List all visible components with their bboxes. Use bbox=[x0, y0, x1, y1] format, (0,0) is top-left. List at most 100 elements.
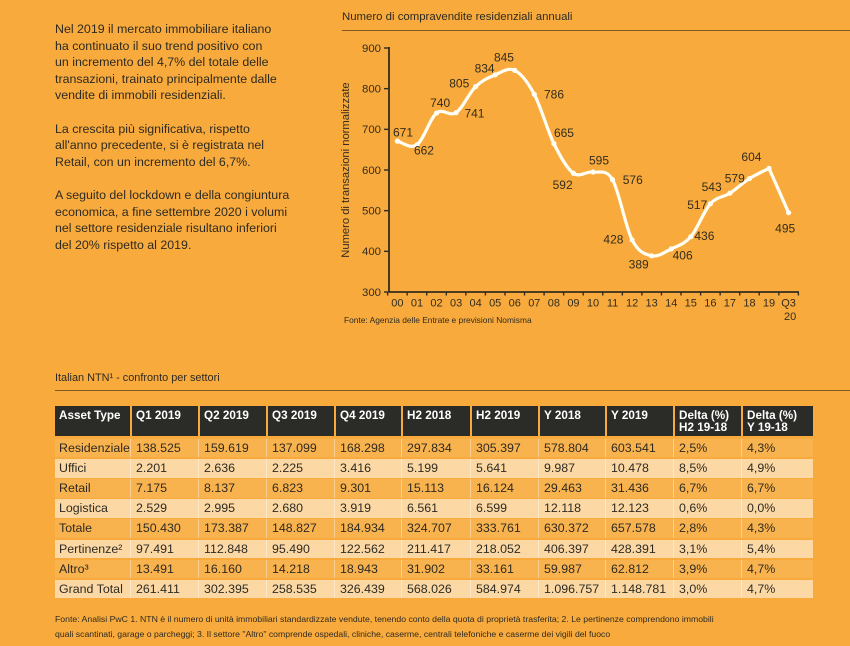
table-cell: 173.387 bbox=[198, 519, 266, 539]
table-cell: 0,6% bbox=[673, 499, 741, 518]
table-cell: 6.823 bbox=[266, 479, 334, 498]
y-tick-label: 300 bbox=[362, 287, 381, 299]
intro-paragraph-1: Nel 2019 il mercato immobiliare italiano… bbox=[55, 22, 277, 102]
x-tick-label: Q3 20 bbox=[781, 298, 796, 324]
data-point bbox=[394, 138, 400, 144]
data-label: 595 bbox=[589, 154, 609, 168]
table-cell: 3,9% bbox=[673, 559, 741, 579]
table-header-cell: Q2 2019 bbox=[198, 406, 266, 436]
table-cell: 137.099 bbox=[266, 438, 334, 458]
data-point bbox=[609, 177, 616, 183]
x-tick-label: 02 bbox=[430, 298, 442, 310]
table-cell: 6.599 bbox=[470, 499, 538, 518]
table-cell: 4,7% bbox=[741, 559, 813, 579]
table-cell: 184.934 bbox=[334, 519, 401, 539]
chart-title-rule bbox=[342, 30, 850, 31]
data-label: 786 bbox=[544, 88, 564, 102]
table-cell: 97.491 bbox=[130, 539, 198, 559]
table-cell: 2.680 bbox=[266, 499, 334, 518]
data-point bbox=[727, 190, 733, 196]
data-point bbox=[707, 201, 713, 207]
chart-title: Numero di compravendite residenziali ann… bbox=[342, 11, 573, 23]
table-row-label: Grand Total bbox=[59, 581, 123, 596]
table-cell: 148.827 bbox=[266, 519, 334, 539]
table-cell: 1.096.757 bbox=[538, 579, 605, 599]
intro-text: Nel 2019 il mercato immobiliare italiano… bbox=[55, 21, 315, 270]
x-tick-label: 10 bbox=[587, 298, 599, 310]
table-cell: 16.160 bbox=[198, 559, 266, 579]
table-cell: 657.578 bbox=[605, 519, 673, 539]
table-cell: 3.416 bbox=[334, 459, 401, 478]
data-label: 579 bbox=[725, 171, 745, 185]
data-label: 592 bbox=[553, 178, 573, 192]
table-cell: 9.987 bbox=[538, 459, 605, 478]
data-point bbox=[433, 110, 440, 116]
table-cell: 261.411 bbox=[130, 579, 198, 599]
table-header-cell: Q1 2019 bbox=[130, 406, 198, 436]
table-cell: 2,8% bbox=[673, 519, 741, 539]
table-row-label: Retail bbox=[59, 481, 91, 496]
table-cell: 4,3% bbox=[741, 438, 813, 458]
table-cell: 15.113 bbox=[401, 479, 470, 498]
x-tick-label: 18 bbox=[743, 298, 755, 310]
table-cell: 2.201 bbox=[130, 459, 198, 478]
table-cell: 258.535 bbox=[266, 579, 334, 599]
data-label: 406 bbox=[673, 248, 693, 262]
data-label: 436 bbox=[694, 229, 714, 243]
data-label: 671 bbox=[393, 126, 413, 140]
table-row-label: Logistica bbox=[59, 501, 108, 516]
intro-paragraph-3: A seguito del lockdown e della congiuntu… bbox=[55, 188, 290, 252]
table-cell: 2.995 bbox=[198, 499, 266, 518]
x-tick-label: 09 bbox=[567, 298, 579, 310]
table-cell: 8.137 bbox=[198, 479, 266, 498]
data-label: 428 bbox=[603, 232, 623, 246]
data-point bbox=[668, 246, 674, 252]
data-point bbox=[590, 169, 596, 175]
data-point bbox=[531, 91, 537, 97]
table-header-cell: Y 2018 bbox=[538, 406, 605, 436]
data-label: 576 bbox=[623, 173, 643, 187]
table-title-rule bbox=[55, 390, 850, 391]
ntn-table: Asset Type Q1 2019 Q2 2019 Q3 2019 Q4 2019 H2… bbox=[55, 406, 813, 599]
table-row: Uffici 2.201 2.636 2.225 3.416 5.199 5.641 9.98… bbox=[55, 459, 813, 478]
table-cell: 112.848 bbox=[198, 539, 266, 559]
table-cell: 302.395 bbox=[198, 579, 266, 599]
table-cell: 18.943 bbox=[334, 559, 401, 579]
table-cell: 168.298 bbox=[334, 438, 401, 458]
table-cell: 1.148.781 bbox=[605, 579, 673, 599]
data-label: 741 bbox=[464, 107, 484, 121]
table-row: Altro³ 13.491 16.160 14.218 18.943 31.902 33.1… bbox=[55, 559, 813, 579]
table-cell: 578.804 bbox=[538, 438, 605, 458]
table-cell: 406.397 bbox=[538, 539, 605, 559]
y-tick-label: 900 bbox=[362, 43, 381, 55]
table-cell: 5.199 bbox=[401, 459, 470, 478]
table-cell: 211.417 bbox=[401, 539, 470, 559]
data-point bbox=[512, 67, 518, 73]
x-tick-label: 14 bbox=[665, 298, 677, 310]
x-tick-label: 00 bbox=[391, 298, 403, 310]
table-cell: 333.761 bbox=[470, 519, 538, 539]
y-tick-label: 600 bbox=[362, 165, 381, 177]
table-row-label: Residenziale bbox=[59, 440, 130, 455]
table-cell: 6.561 bbox=[401, 499, 470, 518]
table-cell: 4,9% bbox=[741, 459, 813, 478]
table-header-cell: H2 2018 bbox=[401, 406, 470, 436]
x-tick-label: 16 bbox=[704, 298, 716, 310]
table-cell: 8,5% bbox=[673, 459, 741, 478]
x-tick-label: 19 bbox=[763, 298, 775, 310]
data-label: 805 bbox=[449, 77, 469, 91]
table-header-cell: Asset Type bbox=[59, 409, 121, 422]
x-tick-label: 15 bbox=[685, 298, 697, 310]
table-cell: 4,7% bbox=[741, 579, 813, 599]
table-row: Residenziale 138.525 159.619 137.099 168.298… bbox=[55, 438, 813, 458]
table-cell: 324.707 bbox=[401, 519, 470, 539]
data-label: 495 bbox=[775, 222, 795, 236]
x-tick-label: 08 bbox=[548, 298, 560, 310]
table-cell: 6,7% bbox=[741, 479, 813, 498]
table-cell: 16.124 bbox=[470, 479, 538, 498]
table-header-cell: Y 2019 bbox=[605, 406, 673, 436]
data-point bbox=[453, 110, 459, 116]
table-cell: 584.974 bbox=[470, 579, 538, 599]
table-cell: 10.478 bbox=[605, 459, 673, 478]
